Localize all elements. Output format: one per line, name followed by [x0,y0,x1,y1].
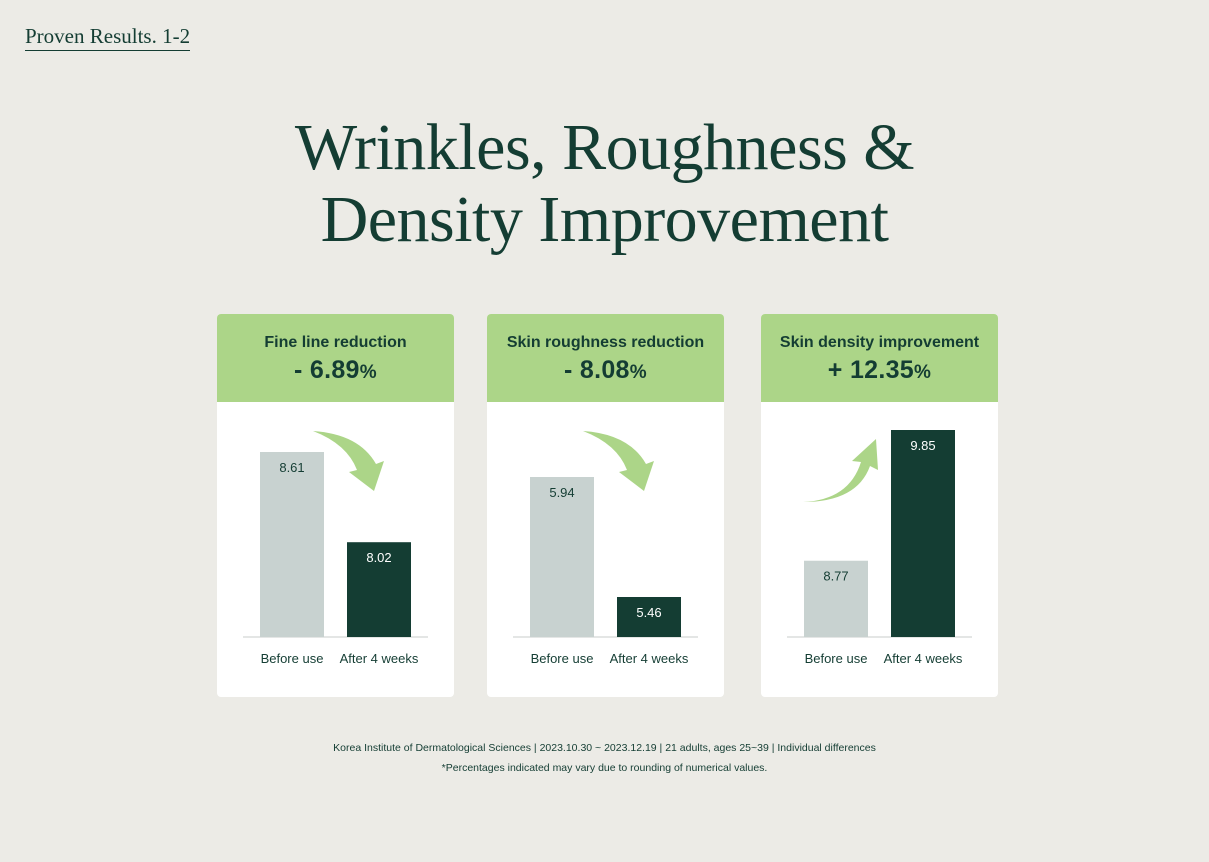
bar-after-4-weeks [347,542,411,637]
page-title-line-2: Density Improvement [320,183,889,256]
bar-before-use [260,452,324,637]
result-card-fine-line: Fine line reduction - 6.89% 8.61 Before u… [217,314,454,697]
card-title: Skin roughness reduction [506,334,705,351]
fine-line-bar-chart: 8.61 Before use 8.02 After 4 weeks [243,431,428,666]
change-unit: % [914,362,932,383]
proven-results-link[interactable]: Proven Results. 1-2 [25,24,191,51]
change-number: 8.08 [579,356,630,384]
category-label: Before use [531,651,594,666]
change-value: + 12.35% [761,356,998,385]
category-label: After 4 weeks [610,651,689,666]
card-title: Skin density improvement [779,334,980,351]
card-header: Skin density improvement + 12.35% [761,314,998,402]
rounding-disclaimer: *Percentages indicated may vary due to r… [441,762,768,774]
change-sign: + [827,356,843,384]
card-header: Skin roughness reduction - 8.08% [487,314,724,402]
curved-arrow-down-icon [583,431,654,491]
category-label: After 4 weeks [884,651,963,666]
page-title: Wrinkles, Roughness & Density Improvemen… [0,112,1209,256]
change-sign: - [294,356,303,384]
change-sign: - [564,356,573,384]
bar-before-use [804,560,868,637]
bar-before-use [530,477,594,637]
change-number: 12.35 [849,356,914,384]
page-title-line-1: Wrinkles, Roughness & [294,111,915,184]
bar-value-label: 5.46 [636,605,661,620]
result-card-density: Skin density improvement + 12.35% 8.77 Be… [761,314,998,697]
change-unit: % [359,362,377,383]
change-number: 6.89 [309,356,360,384]
category-label: Before use [805,651,868,666]
category-label: After 4 weeks [340,651,419,666]
curved-arrow-down-icon [313,431,384,491]
bar-value-label: 9.85 [910,438,935,453]
card-header: Fine line reduction - 6.89% [217,314,454,402]
change-value: - 6.89% [217,356,454,385]
bar-value-label: 8.77 [823,569,848,584]
category-label: Before use [261,651,324,666]
result-card-roughness: Skin roughness reduction - 8.08% 5.94 Bef… [487,314,724,697]
bar-value-label: 8.61 [279,460,304,475]
density-bar-chart: 8.77 Before use 9.85 After 4 weeks [787,430,972,666]
bar-after-4-weeks [617,597,681,637]
roughness-bar-chart: 5.94 Before use 5.46 After 4 weeks [513,431,698,666]
bar-value-label: 5.94 [549,485,574,500]
change-value: - 8.08% [487,356,724,385]
change-unit: % [629,362,647,383]
card-title: Fine line reduction [264,334,407,351]
curved-arrow-up-icon [803,439,878,502]
source-footnote: Korea Institute of Dermatological Scienc… [333,742,876,754]
bar-value-label: 8.02 [366,550,391,565]
bar-after-4-weeks [891,430,955,637]
